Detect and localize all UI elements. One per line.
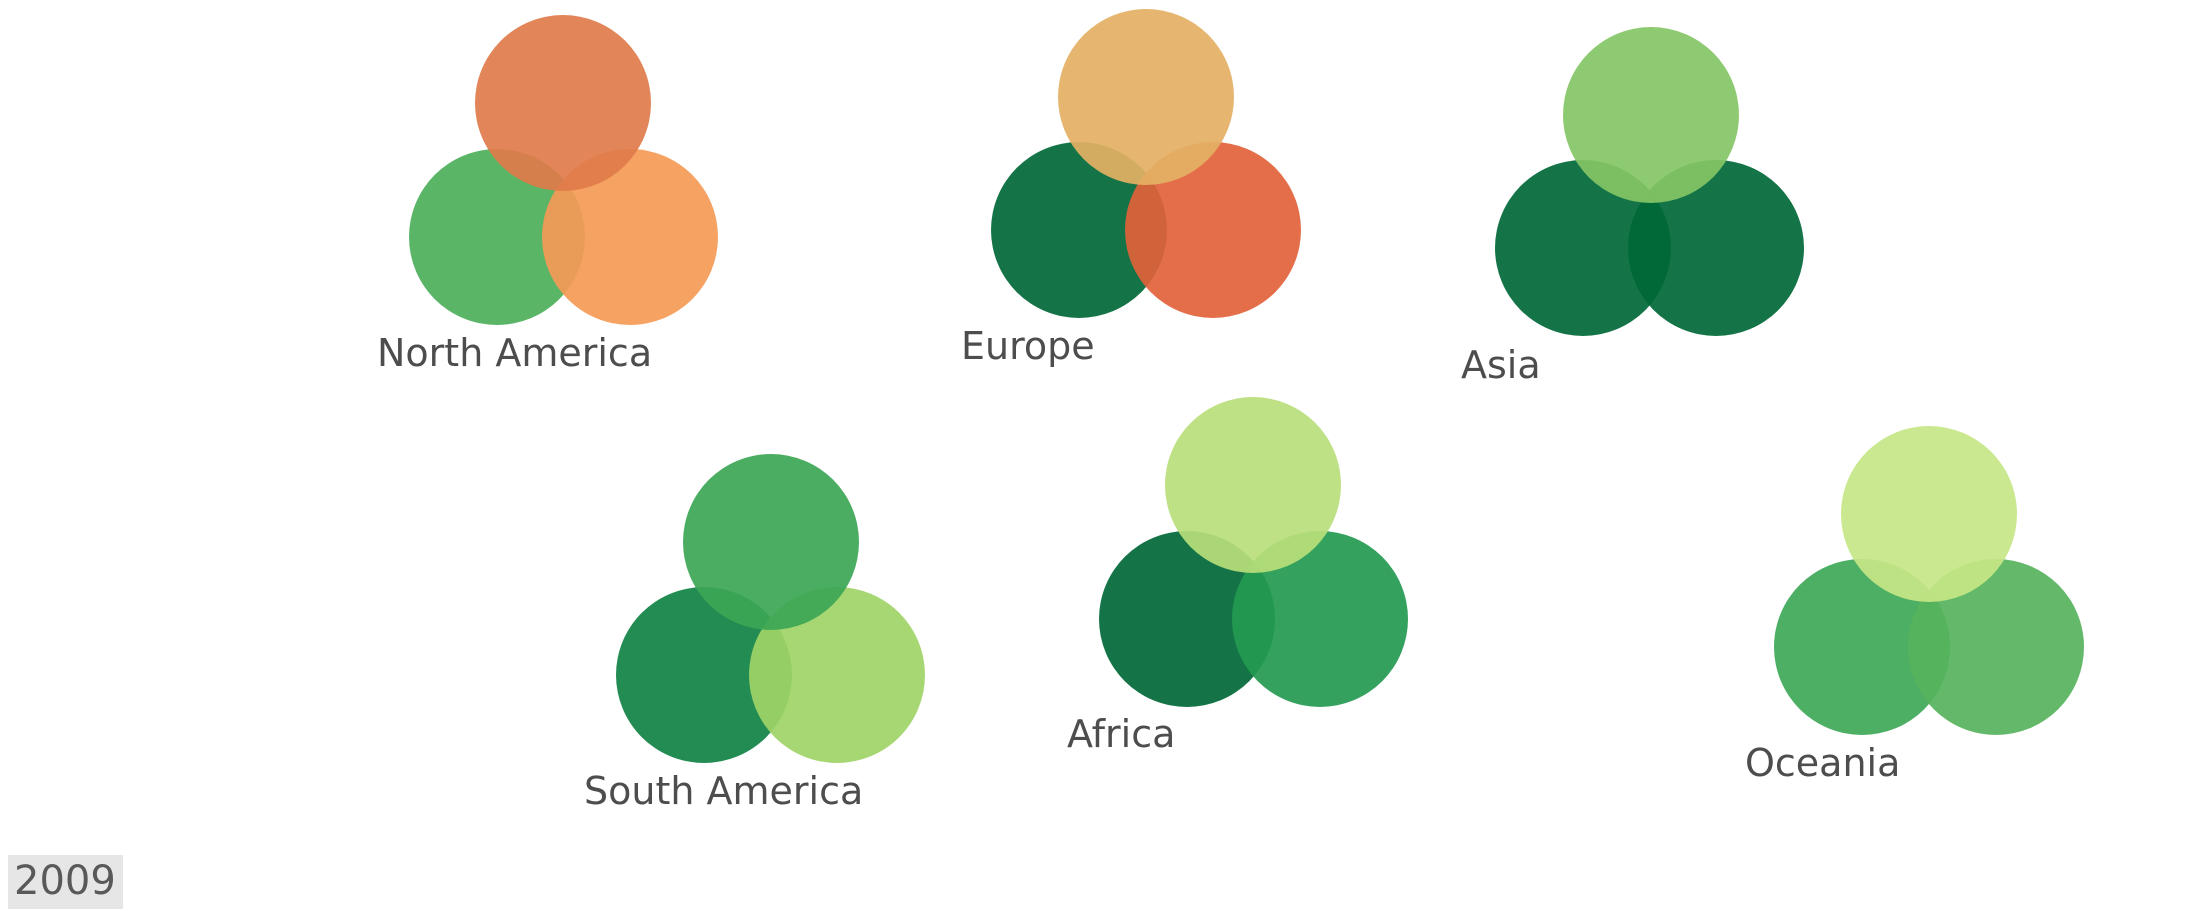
year-badge bbox=[8, 855, 123, 909]
year-label: 2009 bbox=[14, 858, 116, 904]
europe-top-circle bbox=[1058, 9, 1234, 185]
region-europe: Europe bbox=[961, 9, 1301, 368]
south-america-left-circle bbox=[616, 587, 792, 763]
region-south-america: South America bbox=[584, 454, 925, 813]
europe-right-circle bbox=[1125, 142, 1301, 318]
asia-left-circle bbox=[1495, 160, 1671, 336]
asia-label: Asia bbox=[1461, 343, 1541, 387]
europe-label: Europe bbox=[961, 324, 1095, 368]
oceania-right-circle bbox=[1908, 559, 2084, 735]
region-africa: Africa bbox=[1067, 397, 1408, 756]
south-america-label: South America bbox=[584, 769, 863, 813]
region-north-america: North America bbox=[377, 15, 718, 375]
africa-top-circle bbox=[1165, 397, 1341, 573]
europe-left-circle bbox=[991, 142, 1167, 318]
north-america-left-circle bbox=[409, 149, 585, 325]
asia-top-circle bbox=[1563, 27, 1739, 203]
africa-label: Africa bbox=[1067, 712, 1175, 756]
north-america-label: North America bbox=[377, 331, 652, 375]
oceania-label: Oceania bbox=[1745, 741, 1900, 785]
africa-left-circle bbox=[1099, 531, 1275, 707]
oceania-left-circle bbox=[1774, 559, 1950, 735]
region-oceania: Oceania bbox=[1745, 426, 2084, 785]
north-america-right-circle bbox=[542, 149, 718, 325]
region-asia: Asia bbox=[1461, 27, 1804, 387]
south-america-top-circle bbox=[683, 454, 859, 630]
asia-right-circle bbox=[1628, 160, 1804, 336]
africa-right-circle bbox=[1232, 531, 1408, 707]
oceania-top-circle bbox=[1841, 426, 2017, 602]
south-america-right-circle bbox=[749, 587, 925, 763]
north-america-top-circle bbox=[475, 15, 651, 191]
